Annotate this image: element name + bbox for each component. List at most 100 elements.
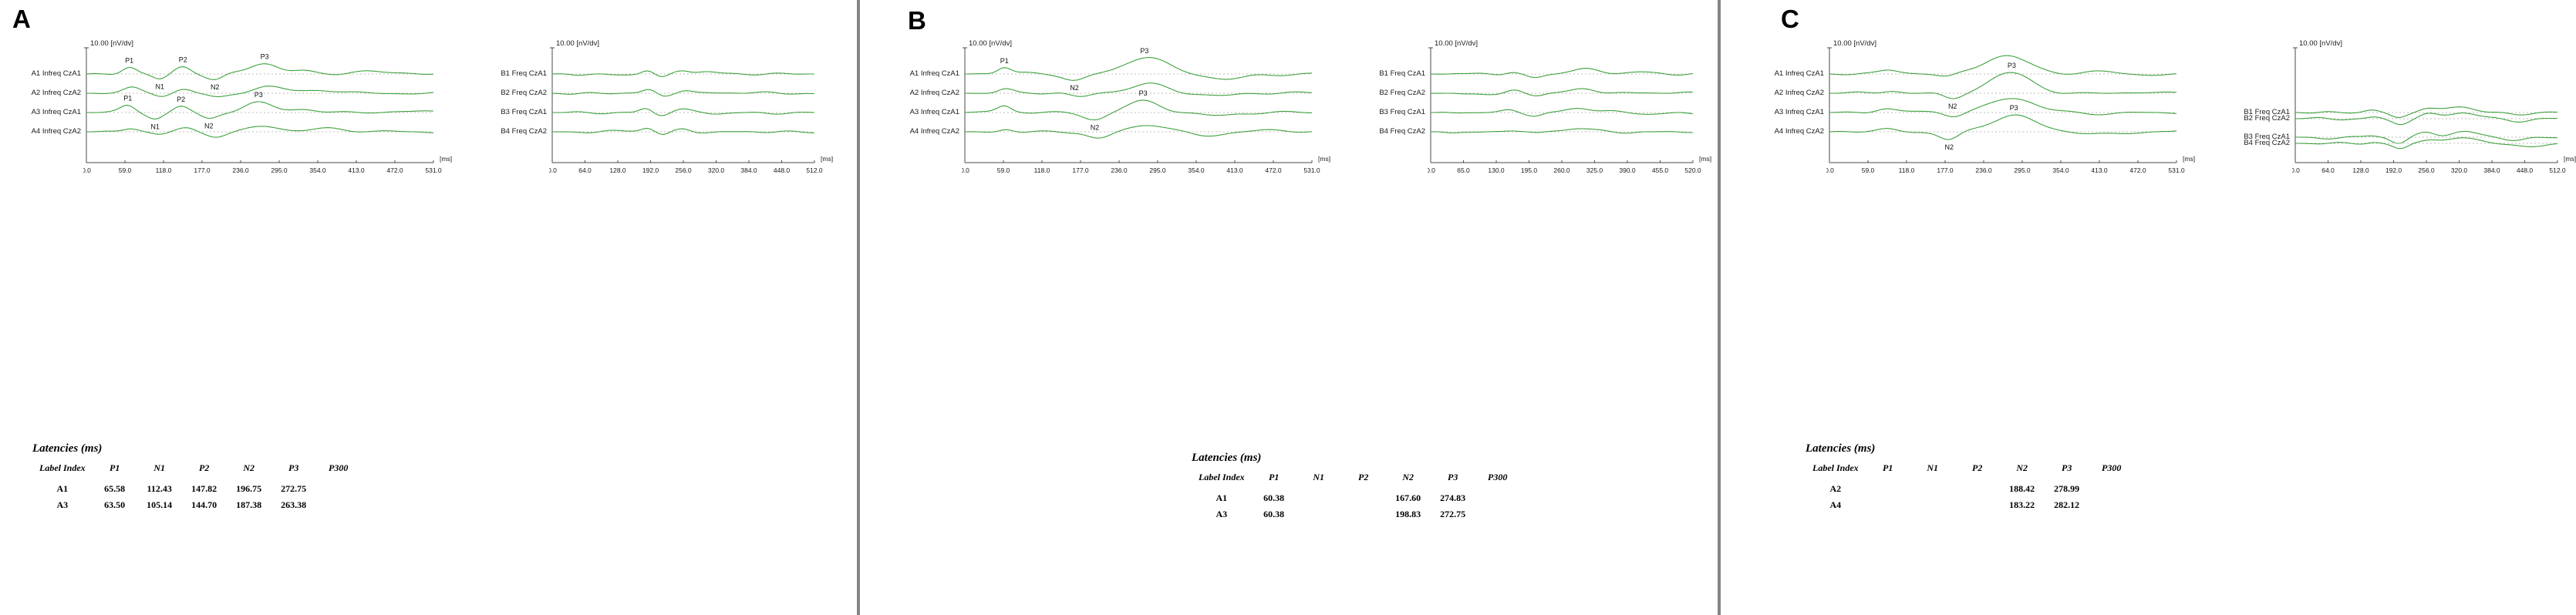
channel-label: B3 Freq CzA1 xyxy=(501,108,547,116)
waveform-trace xyxy=(1431,68,1694,79)
x-tick-label: 59.0 xyxy=(1862,166,1875,174)
waveform-trace xyxy=(551,89,814,97)
latency-value xyxy=(1341,508,1386,521)
x-tick-label: 0.0 xyxy=(962,166,969,174)
latency-value: 112.43 xyxy=(147,483,172,494)
x-tick-label: 0.0 xyxy=(83,166,91,174)
channel-label: A2 Infreq CzA2 xyxy=(909,89,959,97)
x-tick-label: 118.0 xyxy=(156,166,172,174)
scale-label: 10.00 [nV/dv] xyxy=(969,39,1012,48)
x-axis-unit: [ms] xyxy=(440,155,452,163)
x-tick-label: 118.0 xyxy=(1899,166,1915,174)
x-tick-label: 177.0 xyxy=(194,166,211,174)
latency-value xyxy=(1955,482,2000,496)
latency-value: 188.42 xyxy=(2009,483,2035,494)
waveform-trace xyxy=(1431,108,1694,117)
latency-value: 196.75 xyxy=(236,483,262,494)
waveform-trace xyxy=(1829,72,2177,99)
x-tick-label: 384.0 xyxy=(2483,166,2500,174)
x-tick-label: 65.0 xyxy=(1457,166,1470,174)
x-tick-label: 59.0 xyxy=(997,166,1010,174)
peak-label-n1: N1 xyxy=(150,123,160,130)
channel-label: B1 Freq CzA1 xyxy=(2244,108,2290,116)
channel-label: A4 Infreq CzA2 xyxy=(909,127,959,136)
latency-value xyxy=(1910,482,1955,496)
latencies-header-row: Label Index P1 N1 P2 N2 P3 P300 xyxy=(32,462,361,479)
channel-labels: B1 Freq CzA1 B2 Freq CzA2 B3 Freq CzA1 B4 F… xyxy=(2229,35,2292,183)
x-tick-label: 236.0 xyxy=(1111,166,1128,174)
panel-letter: C xyxy=(1781,5,1799,33)
latencies-table: Label Index P1 N1 P2 N2 P3 P300 A1 60.38 167.60 27… xyxy=(1192,468,1520,524)
scale-label: 10.00 [nV/dv] xyxy=(1435,39,1478,48)
peak-label-p1: P1 xyxy=(1000,57,1009,65)
plots-row: A1 Infreq CzA1 A2 Infreq CzA2 A3 Infreq Cz… xyxy=(899,35,1728,183)
latencies-header-cell: N1 xyxy=(1927,462,1938,473)
peak-label-n2: N2 xyxy=(1091,124,1100,132)
channel-label: B1 Freq CzA1 xyxy=(1379,69,1425,78)
latencies-row: A1 60.38 167.60 274.83 xyxy=(1192,492,1520,505)
waveform-plot: B1 Freq CzA1 B2 Freq CzA2 B3 Freq CzA1 B4 F… xyxy=(2229,35,2576,183)
x-tick-label: 128.0 xyxy=(2352,166,2369,174)
latencies-header-cell: Label Index xyxy=(1199,472,1245,482)
x-tick-label: 531.0 xyxy=(425,166,442,174)
channel-label: B3 Freq CzA1 xyxy=(1379,108,1425,116)
x-tick-label: 413.0 xyxy=(2091,166,2108,174)
plot-canvas: 10.00 [nV/dv] 0.0 59.0 118.0 177.0 236.0 295.0… xyxy=(962,39,1330,174)
channel-label: B4 Freq CzA2 xyxy=(1379,127,1425,136)
waveform-trace xyxy=(965,57,1313,81)
x-tick-label: 236.0 xyxy=(232,166,249,174)
latency-value xyxy=(316,482,361,496)
waveform-plot: A1 Infreq CzA1 A2 Infreq CzA2 A3 Infreq Cz… xyxy=(1763,35,2212,183)
waveform-trace xyxy=(1829,55,2177,77)
x-tick-label: 384.0 xyxy=(740,166,757,174)
x-tick-label: 413.0 xyxy=(348,166,365,174)
panel-letter: B xyxy=(908,6,926,35)
x-tick-label: 512.0 xyxy=(806,166,823,174)
scale-label: 10.00 [nV/dv] xyxy=(556,39,599,48)
panel-C: C A1 Infreq CzA1 A2 Infreq CzA2 A3 Infreq C… xyxy=(1721,0,2576,615)
x-tick-label: 354.0 xyxy=(2052,166,2069,174)
latencies-header-cell: Label Index xyxy=(39,462,86,473)
plot-canvas: 10.00 [nV/dv] 0.0 59.0 118.0 177.0 236.0 295.0… xyxy=(83,39,452,174)
channel-labels: B1 Freq CzA1 B2 Freq CzA2 B3 Freq CzA1 B4 F… xyxy=(1364,35,1428,183)
latencies-header-cell: P300 xyxy=(329,462,349,473)
latency-value: 183.22 xyxy=(2009,499,2035,510)
waveform-trace xyxy=(2295,113,2557,126)
waveform-trace xyxy=(1829,114,2177,140)
latencies-header-row: Label Index P1 N1 P2 N2 P3 P300 xyxy=(1806,462,2134,479)
x-tick-label: 472.0 xyxy=(386,166,403,174)
latencies-header-cell: Label Index xyxy=(1812,462,1859,473)
latencies-title: Latencies (ms) xyxy=(1192,452,1262,464)
panel-letter: A xyxy=(12,5,31,33)
x-tick-label: 177.0 xyxy=(1072,166,1089,174)
latency-value xyxy=(2089,499,2134,512)
waveform-trace xyxy=(2295,106,2557,118)
x-tick-label: 472.0 xyxy=(2129,166,2146,174)
waveform-trace xyxy=(964,99,1312,121)
latency-row-label: A2 xyxy=(1829,483,1842,494)
x-tick-label: 192.0 xyxy=(642,166,659,174)
channel-label: B4 Freq CzA2 xyxy=(2244,139,2290,147)
channel-label: B3 Freq CzA1 xyxy=(2244,133,2290,141)
x-tick-label: 520.0 xyxy=(1684,166,1701,174)
x-tick-label: 354.0 xyxy=(309,166,326,174)
scale-label: 10.00 [nV/dv] xyxy=(90,39,133,48)
latencies-header-cell: P3 xyxy=(2062,462,2072,473)
channel-label: A4 Infreq CzA2 xyxy=(31,127,81,136)
channel-label: B1 Freq CzA1 xyxy=(501,69,547,78)
peak-label-p3: P3 xyxy=(261,53,269,61)
peak-label-n2: N2 xyxy=(1070,84,1079,92)
x-tick-label: 130.0 xyxy=(1488,166,1505,174)
x-tick-label: 59.0 xyxy=(119,166,132,174)
waveform-plot: A1 Infreq CzA1 A2 Infreq CzA2 A3 Infreq Cz… xyxy=(899,35,1347,183)
latencies-header-cell: P2 xyxy=(1972,462,1983,473)
panel-divider xyxy=(1718,0,1721,615)
latency-value: 198.83 xyxy=(1395,509,1421,519)
channel-label: A1 Infreq CzA1 xyxy=(31,69,81,78)
channel-label: B4 Freq CzA2 xyxy=(501,127,547,136)
waveform-trace xyxy=(1829,98,2177,118)
latencies-table-section: Latencies (ms) Label Index P1 N1 P2 N2 P3 P300 A… xyxy=(32,442,361,515)
latencies-header-cell: N2 xyxy=(243,462,255,473)
latency-value: 272.75 xyxy=(281,483,307,494)
